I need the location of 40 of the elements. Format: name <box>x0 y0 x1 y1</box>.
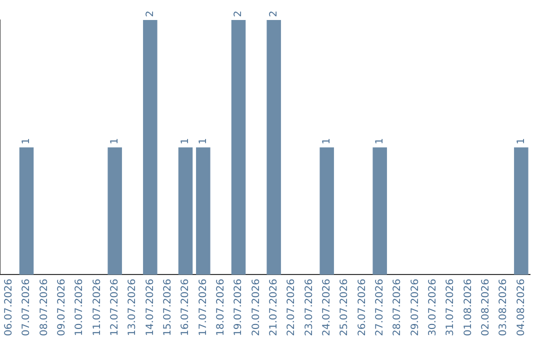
data-label: 1 <box>321 138 332 144</box>
x-tick-label: 16.07.2026 <box>180 278 192 336</box>
x-tick-label: 07.07.2026 <box>21 278 32 336</box>
data-label: 1 <box>374 138 386 144</box>
x-tick-label: 26.07.2026 <box>356 278 368 336</box>
x-tick-label: 25.07.2026 <box>339 278 350 336</box>
x-tick-label: 29.07.2026 <box>410 278 421 336</box>
x-tick-label: 19.07.2026 <box>233 278 244 336</box>
x-tick-label: 23.07.2026 <box>304 278 315 336</box>
data-label: 1 <box>198 138 209 144</box>
x-tick-label: 27.07.2026 <box>374 278 386 336</box>
x-tick-label: 31.07.2026 <box>445 278 456 336</box>
data-label: 2 <box>233 10 244 17</box>
data-label: 2 <box>144 10 156 17</box>
x-tick-label: 22.07.2026 <box>286 278 298 336</box>
x-tick-label: 06.07.2026 <box>3 278 14 336</box>
data-label: 2 <box>268 10 280 17</box>
x-tick-label: 09.07.2026 <box>56 278 68 336</box>
x-tick-label: 17.07.2026 <box>198 278 209 336</box>
x-tick-label: 10.07.2026 <box>74 278 86 336</box>
x-tick-label: 15.07.2026 <box>162 278 174 336</box>
data-label: 1 <box>516 138 527 144</box>
x-tick-label: 13.07.2026 <box>127 278 138 336</box>
x-tick-label: 04.08.2026 <box>516 278 527 336</box>
x-tick-label: 08.07.2026 <box>38 278 50 336</box>
data-label: 1 <box>109 138 120 144</box>
x-tick-label: 21.07.2026 <box>268 278 280 336</box>
x-tick-label: 24.07.2026 <box>321 278 332 336</box>
x-tick-label: 01.08.2026 <box>462 278 474 336</box>
x-tick-label: 28.07.2026 <box>392 278 404 336</box>
x-tick-label: 11.07.2026 <box>92 278 103 336</box>
x-tick-label: 14.07.2026 <box>144 278 156 336</box>
x-tick-label: 12.07.2026 <box>109 278 120 336</box>
x-tick-label: 18.07.2026 <box>215 278 226 336</box>
x-tick-label: 02.08.2026 <box>480 278 492 336</box>
x-tick-label: 30.07.2026 <box>427 278 438 336</box>
x-tick-label: 20.07.2026 <box>250 278 262 336</box>
data-label: 1 <box>180 138 192 144</box>
x-tick-label: 03.08.2026 <box>498 278 510 336</box>
data-label: 1 <box>21 138 32 144</box>
